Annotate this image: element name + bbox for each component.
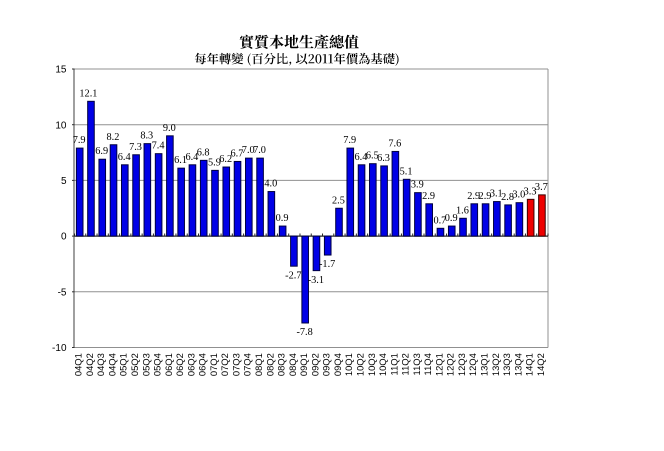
svg-text:2.9: 2.9 [422,191,435,202]
svg-text:3.9: 3.9 [411,180,424,191]
svg-text:4.0: 4.0 [264,179,277,190]
svg-text:13Q1: 13Q1 [478,353,489,376]
svg-text:13Q4: 13Q4 [512,353,523,376]
svg-text:05Q1: 05Q1 [118,353,129,376]
svg-text:06Q1: 06Q1 [163,353,174,376]
svg-text:12Q3: 12Q3 [456,353,467,376]
svg-text:10Q1: 10Q1 [343,353,354,376]
svg-text:11Q2: 11Q2 [400,353,411,375]
svg-text:09Q1: 09Q1 [298,353,309,376]
svg-text:07Q2: 07Q2 [219,353,230,376]
svg-text:11Q1: 11Q1 [388,353,399,375]
svg-text:12.1: 12.1 [79,88,97,99]
svg-text:07Q3: 07Q3 [230,353,241,376]
svg-text:0.9: 0.9 [276,213,289,224]
svg-text:07Q1: 07Q1 [208,353,219,376]
svg-text:7.0: 7.0 [242,145,255,156]
svg-text:7.9: 7.9 [73,135,86,146]
svg-text:11Q3: 11Q3 [411,353,422,375]
svg-text:2.9: 2.9 [479,191,492,202]
svg-text:7.6: 7.6 [388,138,401,149]
svg-text:12Q1: 12Q1 [433,353,444,376]
svg-text:1.6: 1.6 [456,205,469,216]
svg-text:3.3: 3.3 [524,186,537,197]
svg-text:2.9: 2.9 [467,191,480,202]
svg-text:0: 0 [61,232,67,243]
svg-text:6.2: 6.2 [219,154,232,165]
svg-text:08Q2: 08Q2 [264,353,275,376]
svg-text:7.3: 7.3 [129,142,142,153]
svg-text:14Q2: 14Q2 [535,353,546,376]
svg-text:3.0: 3.0 [512,190,525,201]
svg-text:5: 5 [61,176,67,187]
svg-text:06Q3: 06Q3 [185,353,196,376]
svg-text:6.4: 6.4 [185,152,198,163]
svg-text:-3.1: -3.1 [308,275,324,286]
svg-text:7.4: 7.4 [152,141,165,152]
svg-text:8.3: 8.3 [140,131,153,142]
svg-text:05Q2: 05Q2 [129,353,140,376]
svg-text:06Q4: 06Q4 [197,353,208,376]
svg-text:6.5: 6.5 [366,151,379,162]
svg-text:0.7: 0.7 [433,215,446,226]
svg-text:3.1: 3.1 [490,189,503,200]
svg-text:-5: -5 [58,287,67,298]
svg-text:8.2: 8.2 [107,132,120,143]
svg-text:10Q3: 10Q3 [366,353,377,376]
svg-text:09Q2: 09Q2 [309,353,320,376]
svg-text:7.9: 7.9 [343,135,356,146]
svg-text:04Q4: 04Q4 [106,353,117,376]
svg-text:6.8: 6.8 [197,147,210,158]
svg-text:5.9: 5.9 [208,157,221,168]
svg-text:12Q2: 12Q2 [445,353,456,376]
svg-text:7.0: 7.0 [253,145,266,156]
svg-text:10: 10 [55,120,67,131]
svg-text:08Q1: 08Q1 [253,353,264,376]
svg-text:06Q2: 06Q2 [174,353,185,376]
svg-text:10Q4: 10Q4 [377,353,388,376]
svg-text:2.5: 2.5 [332,195,345,206]
svg-text:2.8: 2.8 [501,192,514,203]
svg-text:04Q2: 04Q2 [84,353,95,376]
svg-text:9.0: 9.0 [163,123,176,134]
svg-text:6.7: 6.7 [231,148,244,159]
svg-text:04Q1: 04Q1 [73,353,84,376]
svg-text:6.1: 6.1 [174,155,187,166]
svg-text:3.7: 3.7 [535,182,548,193]
svg-text:05Q4: 05Q4 [152,353,163,376]
svg-text:05Q3: 05Q3 [140,353,151,376]
svg-text:08Q4: 08Q4 [287,353,298,376]
svg-text:13Q3: 13Q3 [501,353,512,376]
svg-text:07Q4: 07Q4 [242,353,253,376]
svg-text:09Q3: 09Q3 [321,353,332,376]
svg-text:10Q2: 10Q2 [354,353,365,376]
svg-text:6.9: 6.9 [95,146,108,157]
svg-text:04Q3: 04Q3 [95,353,106,376]
svg-text:13Q2: 13Q2 [490,353,501,376]
svg-text:08Q3: 08Q3 [276,353,287,376]
svg-text:-2.7: -2.7 [285,270,301,281]
svg-text:6.4: 6.4 [355,152,368,163]
svg-text:6.4: 6.4 [118,152,131,163]
svg-text:0.9: 0.9 [445,213,458,224]
svg-text:5.1: 5.1 [400,166,413,177]
svg-text:14Q1: 14Q1 [524,353,535,376]
svg-text:15: 15 [55,65,67,76]
svg-text:09Q4: 09Q4 [332,353,343,376]
svg-text:-1.7: -1.7 [319,259,335,270]
svg-text:-10: -10 [52,343,67,354]
svg-text:12Q4: 12Q4 [467,353,478,376]
svg-text:-7.8: -7.8 [296,327,312,338]
svg-text:6.3: 6.3 [377,153,390,164]
svg-text:11Q4: 11Q4 [422,353,433,375]
